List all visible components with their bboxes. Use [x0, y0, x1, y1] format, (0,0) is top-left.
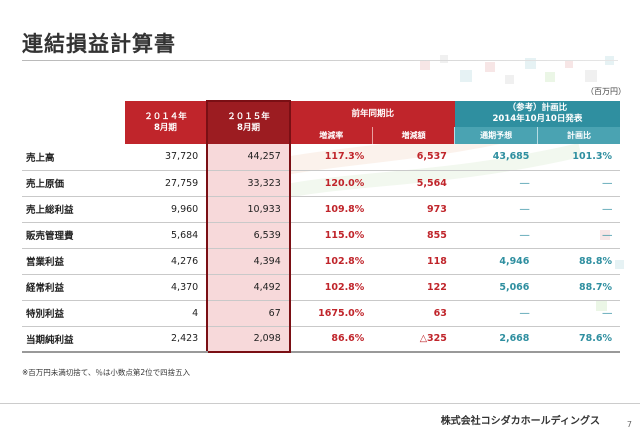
table-row: 売上高 37,720 44,257 117.3% 6,537 43,685 10…: [22, 144, 620, 171]
cell-fy2015: 4,394: [206, 248, 291, 275]
row-label: 経常利益: [22, 274, 125, 301]
cell-fy2015: 4,492: [206, 274, 291, 301]
cell-fy2015: 67: [206, 300, 291, 327]
cell-forecast: 2,668: [454, 326, 538, 353]
cell-forecast: 4,946: [454, 248, 538, 275]
cell-forecast: ―: [454, 222, 538, 249]
cell-yoy-amount: △325: [372, 326, 455, 353]
cell-fy2014: 9,960: [124, 196, 208, 223]
cell-fy2014: 4: [124, 300, 208, 327]
cell-yoy-amount: 63: [372, 300, 455, 327]
cell-plan-ratio: ―: [537, 170, 620, 197]
row-label: 営業利益: [22, 248, 125, 275]
cell-plan-ratio: 78.6%: [537, 326, 620, 353]
cell-fy2015: 10,933: [206, 196, 291, 223]
cell-yoy-amount: 855: [372, 222, 455, 249]
cell-forecast: ―: [454, 300, 538, 327]
cell-yoy-rate: 86.6%: [289, 326, 373, 353]
header-yoy-amount: 増減額: [371, 127, 455, 144]
header-forecast: 通期予想: [454, 127, 538, 144]
page-title: 連結損益計算書: [22, 32, 176, 56]
cell-yoy-amount: 118: [372, 248, 455, 275]
header-fy2015: ２０１５年 8月期: [206, 100, 291, 144]
header-yoy-rate: 増減率: [289, 127, 373, 144]
table-row: 特別利益 4 67 1675.0% 63 ― ―: [22, 300, 620, 327]
unit-label: （百万円）: [586, 87, 626, 96]
table-row: 営業利益 4,276 4,394 102.8% 118 4,946 88.8%: [22, 248, 620, 275]
cell-yoy-rate: 102.8%: [289, 248, 373, 275]
header-plan-comparison: （参考）計画比 2014年10月10日発表: [454, 101, 620, 127]
table-row: 売上総利益 9,960 10,933 109.8% 973 ― ―: [22, 196, 620, 223]
title-divider: [22, 60, 618, 61]
table-row: 経常利益 4,370 4,492 102.8% 122 5,066 88.7%: [22, 274, 620, 301]
cell-plan-ratio: ―: [537, 300, 620, 327]
cell-yoy-amount: 122: [372, 274, 455, 301]
cell-yoy-rate: 1675.0%: [289, 300, 373, 327]
cell-plan-ratio: ―: [537, 222, 620, 249]
cell-yoy-rate: 115.0%: [289, 222, 373, 249]
cell-fy2014: 5,684: [124, 222, 208, 249]
cell-yoy-rate: 109.8%: [289, 196, 373, 223]
cell-fy2014: 2,423: [124, 326, 208, 353]
cell-plan-ratio: 88.7%: [537, 274, 620, 301]
cell-yoy-amount: 5,564: [372, 170, 455, 197]
cell-forecast: 43,685: [454, 144, 538, 171]
cell-yoy-amount: 973: [372, 196, 455, 223]
cell-yoy-rate: 120.0%: [289, 170, 373, 197]
header-fy2014: ２０１４年 8月期: [124, 101, 208, 144]
table-row: 売上原価 27,759 33,323 120.0% 5,564 ― ―: [22, 170, 620, 197]
row-label: 売上原価: [22, 170, 125, 197]
cell-fy2015: 6,539: [206, 222, 291, 249]
company-logo-text: 株式会社コシダカホールディングス: [440, 416, 600, 427]
cell-forecast: 5,066: [454, 274, 538, 301]
cell-yoy-amount: 6,537: [372, 144, 455, 171]
footer-divider: [0, 403, 640, 404]
table-row: 販売管理費 5,684 6,539 115.0% 855 ― ―: [22, 222, 620, 249]
page-number: 7: [626, 420, 632, 429]
cell-forecast: ―: [454, 196, 538, 223]
row-label: 販売管理費: [22, 222, 125, 249]
cell-fy2014: 37,720: [124, 144, 208, 171]
table-row: 当期純利益 2,423 2,098 86.6% △325 2,668 78.6%: [22, 326, 620, 353]
header-plan-ratio: 計画比: [536, 127, 620, 144]
cell-yoy-rate: 102.8%: [289, 274, 373, 301]
cell-yoy-rate: 117.3%: [289, 144, 373, 171]
cell-fy2015: 33,323: [206, 170, 291, 197]
cell-fy2014: 27,759: [124, 170, 208, 197]
income-statement-table: ２０１４年 8月期 ２０１５年 8月期 前年同期比 （参考）計画比 2014年1…: [22, 100, 620, 353]
cell-plan-ratio: 88.8%: [537, 248, 620, 275]
cell-fy2015: 44,257: [206, 144, 291, 171]
cell-fy2014: 4,370: [124, 274, 208, 301]
row-label: 特別利益: [22, 300, 125, 327]
cell-fy2014: 4,276: [124, 248, 208, 275]
cell-plan-ratio: 101.3%: [537, 144, 620, 171]
header-blank: [22, 101, 125, 144]
header-yoy: 前年同期比: [289, 101, 455, 127]
footnote: ※百万円未満切捨て、％は小数点第2位で四捨五入: [22, 368, 191, 377]
row-label: 当期純利益: [22, 326, 125, 353]
cell-fy2015: 2,098: [206, 326, 291, 353]
cell-plan-ratio: ―: [537, 196, 620, 223]
cell-forecast: ―: [454, 170, 538, 197]
row-label: 売上総利益: [22, 196, 125, 223]
row-label: 売上高: [22, 144, 125, 171]
